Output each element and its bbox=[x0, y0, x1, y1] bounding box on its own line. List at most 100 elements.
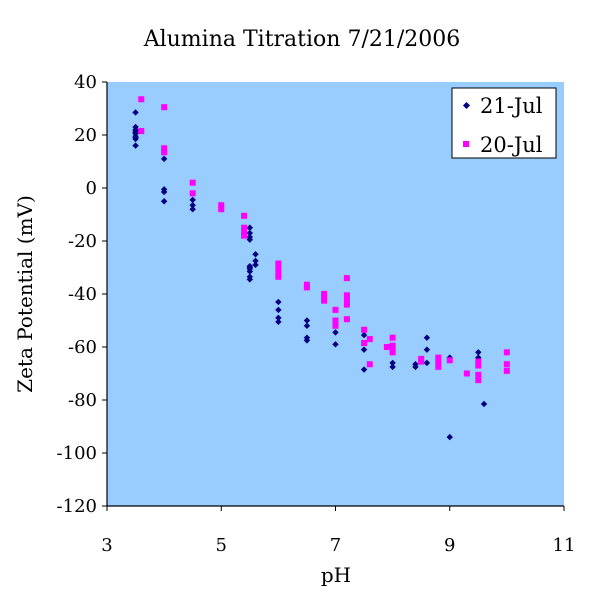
point-20-jul bbox=[503, 367, 510, 374]
point-20-jul bbox=[366, 336, 373, 343]
point-20-jul bbox=[189, 179, 196, 186]
point-21-jul bbox=[252, 261, 259, 269]
y-tick-label: 40 bbox=[74, 72, 97, 93]
point-20-jul bbox=[241, 224, 248, 231]
point-21-jul bbox=[303, 322, 311, 329]
y-tick-label: -80 bbox=[68, 390, 97, 411]
point-20-jul bbox=[275, 269, 282, 276]
point-20-jul bbox=[475, 358, 482, 365]
point-20-jul bbox=[343, 275, 350, 282]
point-21-jul bbox=[160, 155, 168, 163]
point-21-jul bbox=[412, 363, 419, 371]
point-21-jul bbox=[446, 433, 453, 441]
chart-title: Alumina Titration 7/21/2006 bbox=[143, 27, 461, 52]
point-20-jul bbox=[503, 361, 510, 368]
point-20-jul bbox=[275, 273, 282, 280]
point-20-jul bbox=[383, 344, 390, 350]
point-21-jul bbox=[132, 135, 139, 143]
point-20-jul bbox=[332, 322, 339, 329]
y-tick-label: -20 bbox=[68, 231, 97, 252]
point-21-jul bbox=[475, 349, 482, 356]
point-21-jul bbox=[189, 196, 196, 204]
y-tick-label: 20 bbox=[74, 125, 97, 146]
point-20-jul bbox=[241, 212, 248, 219]
point-20-jul bbox=[332, 317, 339, 324]
point-21-jul bbox=[252, 257, 259, 265]
legend-marker-20-jul bbox=[463, 141, 469, 147]
point-21-jul bbox=[275, 298, 282, 306]
point-21-jul bbox=[252, 251, 259, 258]
point-20-jul bbox=[189, 190, 196, 197]
point-20-jul bbox=[343, 301, 350, 308]
point-21-jul bbox=[332, 329, 339, 336]
point-20-jul bbox=[418, 358, 425, 365]
point-20-jul bbox=[303, 284, 310, 291]
point-21-jul bbox=[275, 306, 282, 314]
point-21-jul bbox=[246, 276, 254, 283]
point-21-jul bbox=[360, 331, 368, 339]
x-axis-label: pH bbox=[321, 563, 351, 587]
point-20-jul bbox=[446, 357, 453, 364]
point-21-jul bbox=[189, 202, 196, 209]
point-21-jul bbox=[160, 198, 168, 205]
point-21-jul bbox=[132, 109, 139, 116]
point-20-jul bbox=[343, 297, 350, 304]
x-tick-label: 5 bbox=[216, 535, 227, 556]
point-20-jul bbox=[503, 349, 510, 356]
point-21-jul bbox=[303, 337, 311, 344]
legend: 21-Jul 20-Jul bbox=[451, 87, 557, 159]
y-tick-label: 0 bbox=[86, 178, 97, 199]
point-20-jul bbox=[435, 354, 442, 361]
point-20-jul bbox=[475, 377, 482, 384]
point-20-jul bbox=[332, 306, 339, 313]
point-21-jul bbox=[389, 363, 396, 371]
point-20-jul bbox=[435, 363, 442, 370]
point-20-jul bbox=[435, 359, 442, 366]
point-20-jul bbox=[475, 371, 482, 378]
point-20-jul bbox=[361, 326, 368, 333]
legend-box bbox=[451, 87, 557, 159]
point-21-jul bbox=[246, 229, 254, 237]
point-21-jul bbox=[275, 318, 282, 326]
legend-marker-21-jul bbox=[462, 101, 471, 110]
point-21-jul bbox=[360, 346, 368, 353]
point-21-jul bbox=[160, 188, 168, 196]
point-21-jul bbox=[246, 224, 254, 231]
point-20-jul bbox=[343, 292, 350, 299]
point-21-jul bbox=[360, 366, 368, 373]
point-21-jul bbox=[423, 346, 431, 353]
data-points bbox=[132, 96, 510, 441]
point-21-jul bbox=[275, 314, 282, 322]
point-21-jul bbox=[132, 142, 139, 149]
point-21-jul bbox=[246, 236, 254, 243]
x-tick-label: 7 bbox=[330, 535, 341, 556]
point-20-jul bbox=[241, 232, 248, 239]
point-20-jul bbox=[463, 370, 470, 377]
point-20-jul bbox=[138, 96, 145, 103]
point-20-jul bbox=[321, 291, 328, 297]
point-20-jul bbox=[475, 362, 482, 369]
point-20-jul bbox=[389, 349, 396, 356]
point-20-jul bbox=[161, 149, 168, 156]
point-20-jul bbox=[361, 340, 368, 347]
point-20-jul bbox=[275, 260, 282, 267]
point-21-jul bbox=[423, 359, 431, 367]
point-20-jul bbox=[389, 342, 396, 349]
legend-label-21-jul: 21-Jul bbox=[480, 94, 543, 118]
point-21-jul bbox=[423, 334, 431, 341]
point-21-jul bbox=[480, 400, 488, 408]
point-20-jul bbox=[343, 316, 350, 323]
point-20-jul bbox=[218, 206, 225, 213]
x-tick-label: 3 bbox=[101, 535, 112, 556]
point-20-jul bbox=[161, 145, 168, 152]
point-20-jul bbox=[389, 334, 396, 341]
y-axis-label: Zeta Potential (mV) bbox=[13, 195, 37, 393]
x-tick-label: 9 bbox=[444, 535, 455, 556]
y-tick-label: -120 bbox=[57, 496, 97, 517]
point-20-jul bbox=[218, 202, 225, 209]
point-20-jul bbox=[321, 297, 328, 304]
y-tick-label: -60 bbox=[68, 337, 97, 358]
point-21-jul bbox=[189, 206, 196, 213]
